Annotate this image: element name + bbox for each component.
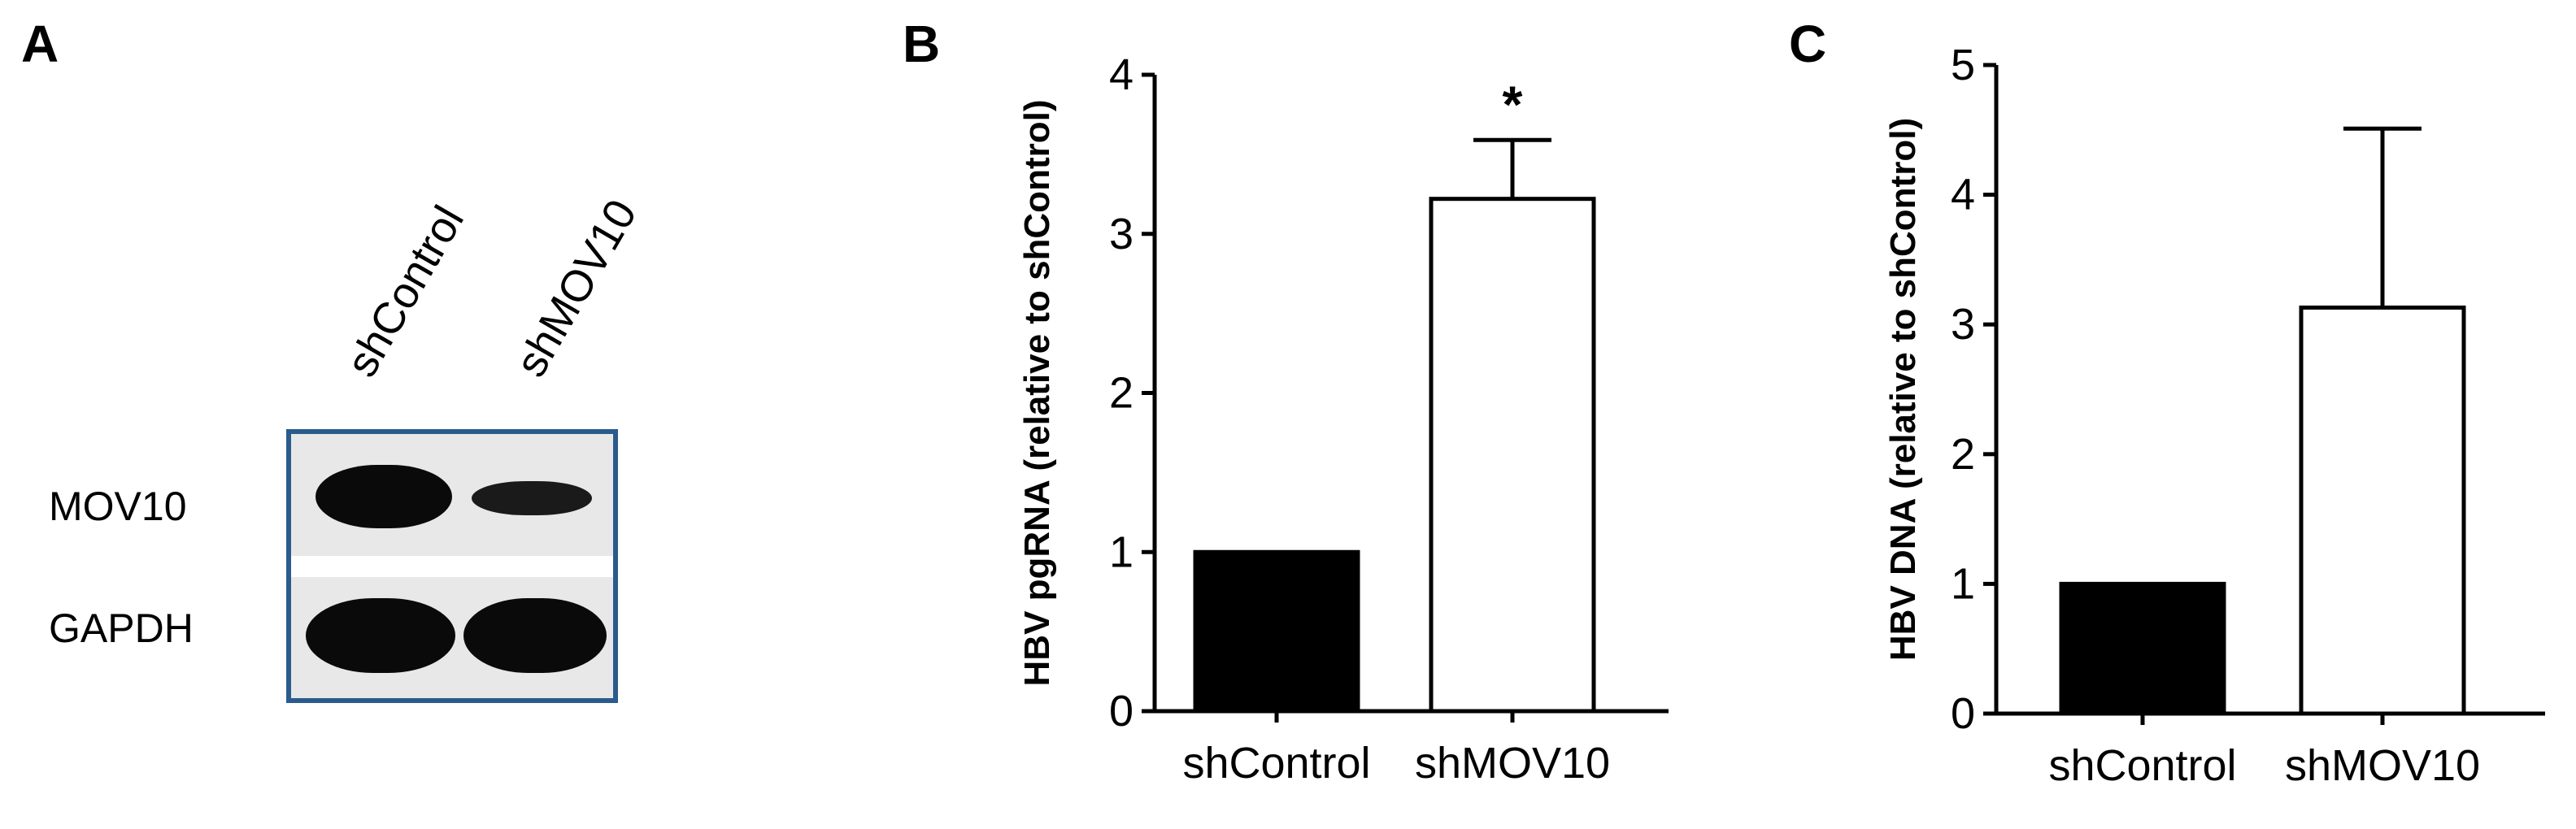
y-tick-label: 4 [1951, 171, 1975, 219]
x-tick-label: shControl [1182, 739, 1370, 788]
y-tick-label: 1 [1109, 527, 1134, 576]
lane-label-shmov10: shMOV10 [506, 191, 646, 385]
band-mov10-shmov10 [472, 481, 592, 515]
y-tick-label: 1 [1951, 559, 1975, 608]
y-tick-label: 4 [1109, 50, 1134, 99]
chart-hbv-pgrna: 0 1 2 3 4 HBV pgRNA (relative to shControl) sh… [1017, 50, 1669, 788]
x-tick-label: shMOV10 [1415, 739, 1610, 788]
y-tick-label: 3 [1951, 300, 1975, 349]
x-tick-label: shMOV10 [2285, 741, 2480, 790]
bar-shmov10 [1429, 197, 1596, 714]
blot-image [286, 429, 618, 703]
band-mov10-shcontrol [315, 465, 452, 528]
y-tick-label: 2 [1109, 369, 1134, 418]
panel-letter-c: C [1789, 15, 1827, 73]
row-label-gapdh: GAPDH [49, 605, 194, 651]
blot-strip-gapdh [291, 577, 613, 698]
panel-letter-b: B [903, 15, 941, 73]
panel-letter-a: A [21, 15, 59, 73]
y-tick-label: 0 [1951, 689, 1975, 738]
band-gapdh-shmov10 [463, 598, 607, 673]
significance-annotation: * [1503, 75, 1523, 133]
blot-strip-mov10 [291, 434, 613, 556]
y-tick-label: 3 [1109, 210, 1134, 258]
row-label-mov10: MOV10 [49, 484, 187, 529]
y-tick-label: 5 [1951, 41, 1975, 89]
x-tick-label: shControl [2048, 741, 2236, 790]
bar-shcontrol [2059, 581, 2226, 716]
bar-shcontrol [1193, 549, 1360, 714]
y-axis-title: HBV pgRNA (relative to shControl) [1017, 100, 1057, 687]
y-tick-label: 2 [1951, 430, 1975, 479]
band-gapdh-shcontrol [306, 598, 455, 673]
bar-shmov10 [2299, 305, 2466, 716]
y-axis-title: HBV DNA (relative to shControl) [1883, 118, 1923, 661]
y-tick-label: 0 [1109, 687, 1134, 736]
lane-label-shcontrol: shControl [337, 197, 474, 385]
chart-hbv-dna: 0 1 2 3 4 5 HBV DNA (relative to shControl) shC… [1883, 41, 2545, 790]
